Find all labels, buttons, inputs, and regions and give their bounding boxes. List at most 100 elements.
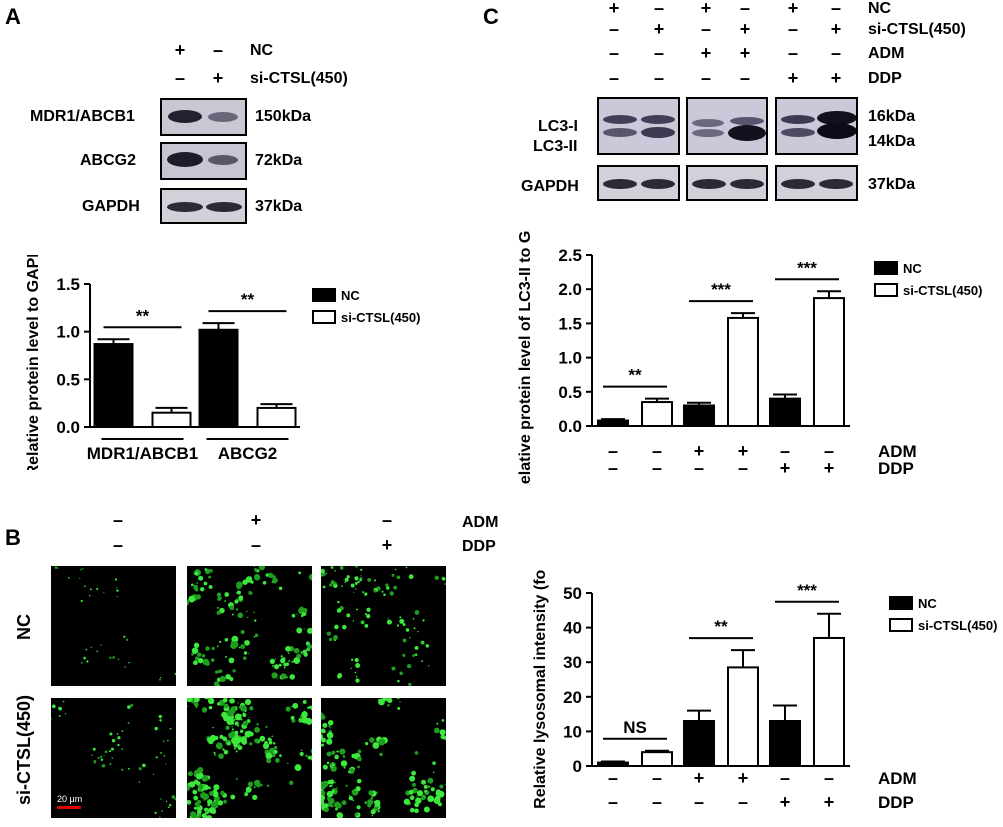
chart-c: 0.0 0.5 1.0 1.5 2.0 2.5 Relative protein level…	[517, 230, 982, 485]
row-label-nc: NC	[14, 614, 34, 640]
treatment-label-c-si-ctsl-450-: si-CTSL(450)	[868, 21, 966, 38]
bar-si-ctsl	[813, 636, 845, 768]
sign-c-adm-5: –	[787, 43, 798, 63]
sign-c-si-ctsl-450--5: –	[787, 19, 798, 39]
treatment-label-nc: NC	[250, 42, 274, 59]
x-condition-sign: +	[694, 441, 705, 461]
sign-c-adm-6: –	[830, 43, 841, 63]
treatment-label-adm-b: ADM	[462, 514, 499, 531]
treatment-label-c-adm: ADM	[868, 45, 905, 62]
x-condition-sign: +	[738, 768, 749, 788]
sign-c-ddp-4: –	[739, 68, 750, 88]
sign-c-nc-1: +	[608, 0, 620, 18]
sign-c-nc-5: +	[787, 0, 799, 18]
x-condition-sign: –	[824, 441, 834, 461]
micrograph-nc-ddp	[321, 566, 446, 686]
y-tick-label: 1.0	[558, 349, 582, 368]
significance-label: **	[136, 306, 150, 325]
sign-c-si-ctsl-450--4: +	[739, 19, 751, 39]
y-tick-label: 0.5	[56, 370, 80, 389]
category-label: ABCG2	[218, 444, 278, 463]
x-condition-sign: –	[608, 458, 618, 478]
legend-swatch	[874, 261, 898, 275]
y-tick-label: 0	[573, 757, 582, 776]
x-condition-sign: –	[652, 768, 662, 788]
significance-label: ***	[711, 280, 731, 299]
legend-label: si-CTSL(450)	[903, 283, 982, 298]
x-condition-sign: +	[824, 458, 835, 478]
bar-nc	[93, 343, 134, 428]
y-axis-label: Relative protein level to GAPDH	[25, 255, 42, 470]
sign-c-nc-4: –	[739, 0, 750, 18]
bar-si-ctsl	[151, 411, 192, 428]
size-label-150kda: 150kDa	[255, 108, 312, 125]
sign-c-si-ctsl-450--6: +	[830, 19, 842, 39]
size-label-37kda-c: 37kDa	[868, 176, 916, 193]
blot-label-lc3i: LC3-I	[538, 118, 578, 135]
size-label-16kda: 16kDa	[868, 108, 916, 125]
micrograph-nc-adm	[187, 566, 312, 686]
y-axis-label: Relative protein level of LC3-II to GAPD…	[517, 230, 534, 485]
x-condition-sign: –	[780, 768, 790, 788]
blot-label-gapdh-a: GAPDH	[82, 198, 140, 215]
sign-b-ddp-2: –	[250, 535, 261, 555]
treatment-label-c-ddp: DDP	[868, 70, 902, 87]
significance-label: NS	[623, 718, 647, 737]
sign-c-adm-2: –	[653, 43, 664, 63]
blot-lc3-adm	[686, 97, 768, 155]
treatment-label-c-nc: NC	[868, 0, 892, 17]
legend-label: si-CTSL(450)	[341, 310, 420, 325]
sign-c-nc-6: –	[830, 0, 841, 18]
sign-c-ddp-5: +	[787, 68, 799, 88]
treatment-label-ddp-b: DDP	[462, 538, 496, 555]
sign-c-nc-3: +	[700, 0, 712, 18]
micrograph-si-adm	[187, 698, 312, 818]
legend-label: NC	[341, 288, 360, 303]
x-condition-sign: –	[738, 792, 748, 812]
x-condition-sign: –	[694, 792, 704, 812]
x-condition-label: DDP	[878, 459, 914, 478]
bar-nc	[683, 720, 715, 768]
x-condition-sign: +	[780, 792, 791, 812]
blot-label-lc3ii: LC3-II	[533, 138, 578, 155]
significance-label: **	[241, 290, 255, 309]
size-label-14kda: 14kDa	[868, 133, 916, 150]
y-tick-label: 40	[563, 619, 582, 638]
chart-b: 0 10 20 30 40 50 Relative lysosomal intensity …	[532, 570, 997, 812]
x-condition-sign: –	[608, 441, 618, 461]
significance-label: **	[628, 366, 642, 385]
legend-label: si-CTSL(450)	[918, 618, 997, 633]
x-condition-sign: +	[824, 792, 835, 812]
significance-label: **	[714, 617, 728, 636]
sign-c-adm-1: –	[608, 43, 619, 63]
sign-b-ddp-1: –	[112, 535, 123, 555]
bar-si-ctsl	[813, 297, 845, 427]
size-label-37kda-a: 37kDa	[255, 198, 303, 215]
y-tick-label: 10	[563, 722, 582, 741]
sign-b-adm-1: –	[112, 510, 123, 530]
treatment-label-si-ctsl: si-CTSL(450)	[250, 70, 348, 87]
x-condition-sign: –	[738, 458, 748, 478]
sign-b-adm-2: +	[250, 510, 262, 530]
y-tick-label: 20	[563, 688, 582, 707]
panel-b-letter: B	[5, 525, 21, 550]
x-condition-label: ADM	[878, 442, 917, 461]
legend-swatch	[889, 596, 913, 610]
bar-si-ctsl	[641, 751, 673, 768]
blot-gapdh-a	[160, 188, 247, 224]
blot-label-abcg2: ABCG2	[80, 152, 137, 169]
blot-label-mdr1: MDR1/ABCB1	[30, 108, 135, 125]
x-condition-sign: –	[608, 768, 618, 788]
y-tick-label: 0.0	[558, 417, 582, 436]
micrograph-nc-control	[51, 566, 176, 686]
significance-label: ***	[797, 581, 817, 600]
y-tick-label: 50	[563, 584, 582, 603]
y-tick-label: 1.5	[56, 275, 80, 294]
y-tick-label: 1.5	[558, 314, 582, 333]
x-condition-sign: –	[652, 792, 662, 812]
sign-c-ddp-1: –	[608, 68, 619, 88]
y-tick-label: 0.0	[56, 418, 80, 437]
x-condition-sign: –	[608, 792, 618, 812]
scale-bar	[57, 806, 81, 809]
sign-a-si-1: –	[174, 68, 185, 88]
